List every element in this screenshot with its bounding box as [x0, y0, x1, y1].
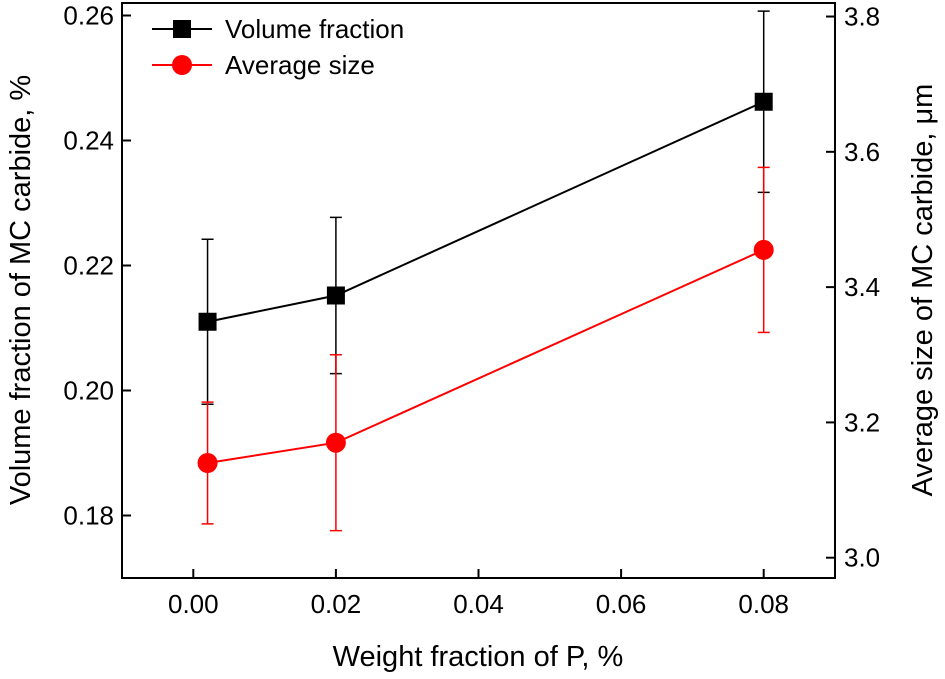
y-tick-label: 0.26 [63, 1, 114, 31]
legend-marker-average-size [172, 55, 192, 75]
legend-label-average-size: Average size [225, 50, 375, 80]
y-tick-label: 0.20 [63, 376, 114, 406]
y-axis-title: Volume fraction of MC carbide, % [5, 75, 37, 505]
data-point-average-size [325, 432, 346, 453]
series-line-average-size [207, 249, 765, 464]
y2-tick-label: 3.0 [844, 543, 880, 573]
series-volume-fraction [198, 10, 773, 405]
x-tick-label: 0.00 [168, 589, 219, 619]
series-average-size [197, 166, 774, 532]
y-tick-label: 0.24 [63, 126, 114, 156]
legend-label-volume-fraction: Volume fraction [225, 14, 404, 44]
x-tick-label: 0.04 [453, 589, 504, 619]
y2-tick-label: 3.6 [844, 137, 880, 167]
data-point-average-size [197, 453, 218, 473]
y-tick-label: 0.18 [63, 501, 114, 531]
data-point-volume-fraction [326, 286, 345, 305]
y-tick-label: 0.22 [63, 251, 114, 281]
x-tick-label: 0.02 [311, 589, 362, 619]
series-layer [197, 10, 774, 532]
x-tick-label: 0.08 [738, 589, 789, 619]
y2-tick-label: 3.2 [844, 407, 880, 437]
series-line-volume-fraction [207, 100, 765, 323]
plot-frame [121, 2, 836, 579]
data-point-average-size [753, 239, 774, 260]
legend: Volume fraction Average size [152, 14, 404, 80]
legend-marker-volume-fraction [173, 20, 191, 38]
y2-tick-label: 3.8 [844, 2, 880, 32]
x-tick-label: 0.06 [596, 589, 647, 619]
y2-axis-title: Average size of MC carbide, μm [907, 84, 939, 497]
y2-tick-label: 3.4 [844, 272, 880, 302]
ticks-layer: 0.00 0.02 0.04 0.06 0.08 0.18 0.20 0.22 0.24 0.26… [63, 1, 880, 620]
data-point-volume-fraction [754, 92, 773, 111]
data-point-volume-fraction [198, 312, 217, 331]
x-axis-title: Weight fraction of P, % [333, 641, 624, 673]
